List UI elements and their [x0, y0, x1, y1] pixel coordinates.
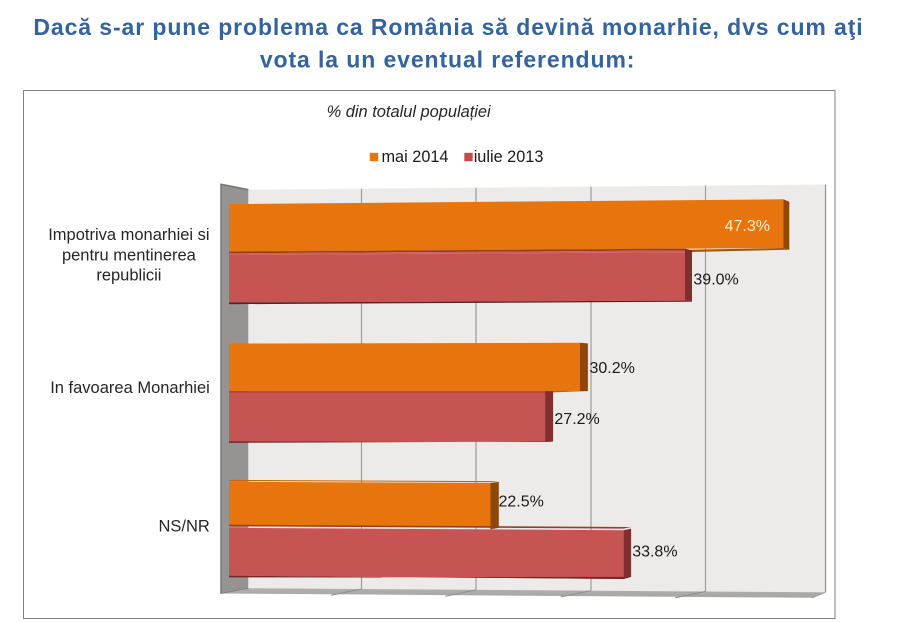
svg-text:39.0%: 39.0%: [693, 272, 738, 289]
svg-text:pentru mentinerea: pentru mentinerea: [62, 246, 197, 264]
svg-text:% din totalul populației: % din totalul populației: [327, 103, 492, 121]
svg-text:mai 2014: mai 2014: [382, 148, 449, 166]
svg-text:33.8%: 33.8%: [632, 544, 677, 561]
svg-text:iulie 2013: iulie 2013: [474, 148, 544, 166]
svg-text:47.3%: 47.3%: [725, 218, 770, 235]
svg-text:30.2%: 30.2%: [590, 360, 635, 377]
svg-text:27.2%: 27.2%: [554, 411, 599, 428]
svg-text:22.5%: 22.5%: [499, 494, 544, 511]
svg-text:vota la un eventual referendum: vota la un eventual referendum:: [260, 47, 636, 73]
svg-text:NS/NR: NS/NR: [158, 518, 209, 536]
svg-text:Dacă s-ar pune problema ca Rom: Dacă s-ar pune problema ca România să de…: [33, 14, 863, 40]
svg-text:In favoarea Monarhiei: In favoarea Monarhiei: [50, 379, 210, 397]
svg-text:republicii: republicii: [96, 267, 161, 285]
svg-text:Impotriva monarhiei si: Impotriva monarhiei si: [48, 226, 209, 244]
